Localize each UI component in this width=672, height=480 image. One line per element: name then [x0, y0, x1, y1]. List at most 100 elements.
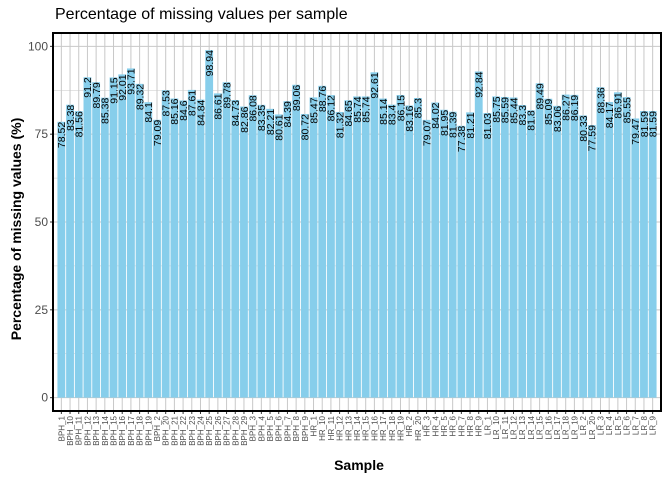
bar: [100, 97, 109, 398]
x-tick-label: LR_1: [483, 415, 492, 435]
bar: [57, 121, 66, 398]
bar: [213, 93, 222, 398]
x-tick-label: LR_18: [562, 415, 571, 439]
bar: [396, 95, 405, 398]
x-tick-label: BPH_25: [205, 415, 214, 445]
x-tick-label: LR_3: [596, 415, 605, 435]
x-tick-label: BPH_13: [92, 415, 101, 445]
x-tick-label: HR_17: [379, 415, 388, 440]
bar-value-label: 83.3: [517, 105, 529, 126]
x-tick-label: LR_5: [614, 415, 623, 435]
bar: [483, 112, 492, 398]
bar-value-label: 81.59: [639, 111, 651, 137]
x-tick-label: BPH_24: [196, 415, 205, 445]
bar: [413, 97, 422, 398]
bar: [457, 125, 466, 398]
bar: [187, 89, 196, 398]
bar: [570, 94, 579, 398]
x-tick-label: HR_20: [414, 415, 423, 440]
bars: [57, 50, 657, 398]
x-tick-label: BPH_9: [301, 415, 310, 441]
x-tick-label: BPH_19: [144, 415, 153, 445]
x-tick-label: BPH_8: [292, 415, 301, 441]
x-tick-label: LR_12: [510, 415, 519, 439]
x-tick-label: LR_8: [640, 415, 649, 435]
bar: [74, 111, 83, 398]
bar: [422, 119, 431, 398]
bar: [283, 101, 292, 398]
bar-value-label: 84.17: [604, 102, 616, 128]
bar-value-label: 81.8: [526, 110, 538, 131]
x-tick-label: BPH_2: [153, 415, 162, 441]
bar-value-label: 86.19: [569, 95, 581, 121]
axes: BPH_1 BPH_10 BPH_11 BPH_12 BPH_13 BPH_14 BPH_1…: [28, 32, 662, 446]
x-tick-label: BPH_11: [75, 415, 84, 445]
bar: [66, 104, 74, 398]
bar: [135, 83, 144, 398]
x-tick-label: BPH_27: [223, 415, 232, 445]
bar: [83, 77, 92, 398]
bar: [266, 108, 274, 398]
bar-value-label: 86.08: [247, 95, 259, 121]
bar: [387, 104, 396, 398]
bar: [535, 83, 544, 398]
x-axis-title: Sample: [334, 457, 384, 473]
x-tick-label: LR_4: [605, 415, 614, 435]
x-tick-label: HR_9: [475, 415, 484, 436]
bar-value-label: 83.16: [404, 105, 416, 131]
bar-value-label: 89.49: [534, 83, 546, 109]
bar: [231, 99, 240, 398]
bar: [431, 102, 440, 398]
y-tick-label: 0: [41, 391, 48, 405]
y-tick-label: 75: [35, 127, 49, 141]
bar: [257, 104, 266, 398]
bar: [640, 111, 648, 398]
x-tick-label: BPH_12: [83, 415, 92, 445]
bar: [405, 105, 414, 398]
bar: [170, 98, 179, 398]
x-tick-label: HR_4: [431, 415, 440, 436]
bar: [587, 125, 596, 398]
bar-value-label: 83.38: [65, 105, 77, 131]
x-tick-label: LR_15: [536, 415, 545, 439]
bar-value-label: 83.06: [552, 106, 564, 132]
bar-value-label: 81.21: [465, 112, 477, 138]
bar: [474, 71, 483, 398]
y-tick-label: 100: [28, 39, 48, 53]
bar-value-label: 77.38: [456, 126, 468, 152]
bar: [318, 85, 327, 398]
x-tick-label: BPH_5: [266, 415, 275, 441]
x-tick-label: BPH_22: [179, 415, 188, 445]
x-tick-label: BPH_14: [101, 415, 110, 445]
bar-value-label: 93.71: [126, 68, 138, 94]
bar: [500, 96, 509, 398]
bar: [300, 114, 309, 398]
x-tick-label: BPH_10: [66, 415, 75, 445]
bar-value-label: 78.52: [56, 122, 68, 148]
bar-value-label: 86.27: [560, 94, 572, 120]
bar: [161, 90, 170, 398]
data-labels: 78.5283.3881.5691.289.7985.3891.1592.019…: [56, 50, 659, 152]
bar-value-label: 89.79: [91, 82, 103, 108]
bar-value-label: 85.74: [360, 96, 372, 122]
x-tick-label: LR_16: [544, 415, 553, 439]
bar: [466, 112, 474, 398]
bar-value-label: 86.12: [326, 95, 338, 121]
bar-value-label: 81.03: [482, 113, 494, 139]
bar-value-label: 85.75: [491, 96, 503, 122]
bar-value-label: 88.36: [595, 87, 607, 113]
bar-value-label: 83.35: [256, 105, 268, 131]
x-tick-label: HR_13: [344, 415, 353, 440]
bar-value-label: 81.56: [74, 111, 86, 137]
bar: [379, 98, 387, 398]
y-axis-title: Percentage of missing values (%): [8, 118, 24, 341]
x-tick-label: LR_14: [527, 415, 536, 439]
bar: [240, 106, 248, 398]
bar: [248, 95, 257, 398]
bar: [309, 97, 318, 398]
x-tick-label: LR_19: [570, 415, 579, 439]
x-tick-label: BPH_4: [257, 415, 266, 441]
x-tick-label: HR_6: [449, 415, 458, 436]
x-tick-label: HR_16: [370, 415, 379, 440]
bar: [274, 114, 283, 398]
